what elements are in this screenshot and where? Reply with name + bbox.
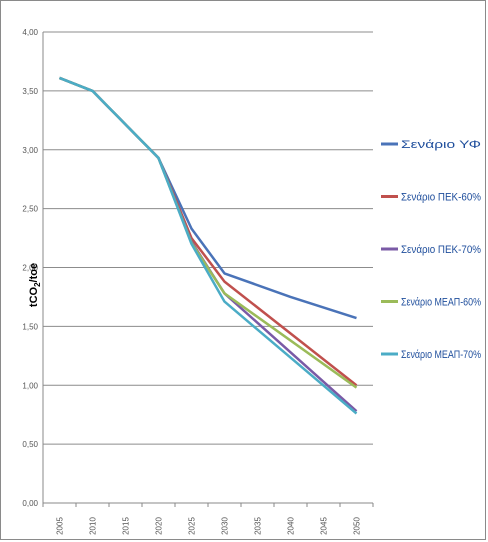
x-tick-label: 2040 — [287, 517, 296, 535]
series-line-5 — [59, 76, 358, 415]
series-lines — [59, 76, 358, 415]
y-tick-label: 1,50 — [22, 322, 38, 331]
y-axis-ticks: 0,00 0,50 1,00 1,50 2,00 2,50 3,00 3,50 4,00 — [22, 28, 38, 508]
y-tick-label: 0,50 — [22, 440, 38, 449]
legend-label: Σενάριο ΥΦ — [401, 139, 481, 151]
y-tick-label: 4,00 — [22, 28, 38, 37]
x-tick-label: 2030 — [221, 517, 230, 535]
x-tick-label: 2015 — [122, 517, 131, 535]
series-line-2 — [59, 76, 358, 387]
x-tick-label: 2020 — [155, 517, 164, 535]
series-line-3 — [59, 76, 358, 413]
y-tick-label: 2,50 — [22, 205, 38, 214]
legend-label: Σενάριο ΠΕΚ-60% — [401, 192, 481, 204]
y-axis-label-subscript: 2 — [33, 282, 42, 287]
y-tick-label: 3,00 — [22, 146, 38, 155]
legend-label: Σενάριο ΠΕΚ-70% — [401, 244, 481, 256]
legend-label: Σενάριο ΜΕΑΠ-60% — [401, 297, 481, 309]
y-tick-label: 3,50 — [22, 87, 38, 96]
gridlines — [42, 31, 374, 507]
series-line-1 — [59, 76, 357, 320]
x-tick-label: 2010 — [89, 517, 98, 535]
x-tick-label: 2050 — [353, 517, 362, 535]
y-axis-label-main: tCO — [28, 286, 40, 307]
x-tick-label: 2045 — [320, 517, 329, 535]
y-tick-label: 2,00 — [22, 264, 38, 273]
y-axis-label-tail: /toe — [28, 263, 40, 283]
x-tick-label: 2025 — [188, 517, 197, 535]
series-line-4 — [59, 76, 358, 389]
y-axis-label: tCO2/toe — [28, 263, 42, 307]
x-axis-ticks: 2005 2010 2015 2020 2025 2030 2035 2040 2045 2050 — [56, 517, 362, 535]
x-tick-label: 2005 — [56, 517, 65, 535]
y-tick-label: 0,00 — [22, 499, 38, 508]
legend: Σενάριο ΥΦ Σενάριο ΠΕΚ-60% Σενάριο ΠΕΚ-70%… — [381, 139, 481, 361]
legend-label: Σενάριο ΜΕΑΠ-70% — [401, 349, 481, 361]
x-tick-label: 2035 — [254, 517, 263, 535]
y-tick-label: 1,00 — [22, 381, 38, 390]
